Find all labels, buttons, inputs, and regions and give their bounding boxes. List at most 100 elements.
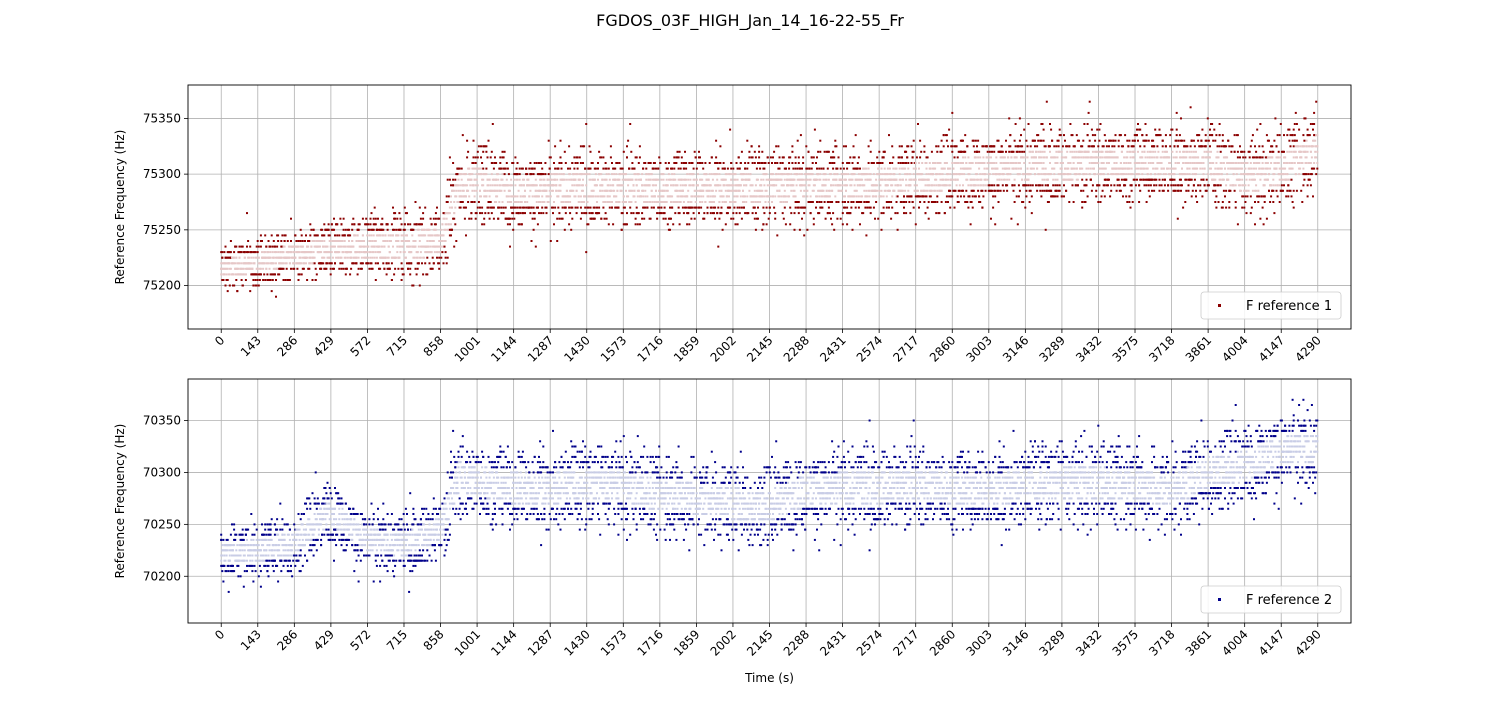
data-point [972, 162, 974, 164]
data-point [846, 184, 848, 186]
data-point [314, 240, 316, 242]
data-point [790, 173, 792, 175]
data-point [774, 212, 776, 214]
data-point [631, 190, 633, 192]
data-point [1025, 190, 1027, 192]
data-point [1060, 134, 1062, 136]
data-point [445, 251, 447, 253]
data-point [818, 168, 820, 170]
data-point [583, 173, 585, 175]
data-point [938, 212, 940, 214]
data-point [824, 201, 826, 203]
data-point [977, 140, 979, 142]
data-point [575, 179, 577, 181]
data-point [521, 201, 523, 203]
data-point [435, 223, 437, 225]
data-point [503, 212, 505, 214]
data-point [388, 234, 390, 236]
data-point [991, 190, 993, 192]
data-point [615, 201, 617, 203]
data-point [1042, 123, 1044, 125]
data-point [433, 218, 435, 220]
data-point [454, 207, 456, 209]
data-point [887, 173, 889, 175]
data-point [525, 168, 527, 170]
data-point [414, 257, 416, 259]
data-point [1058, 145, 1060, 147]
data-point [474, 195, 476, 197]
data-point [570, 229, 572, 231]
data-point [775, 184, 777, 186]
data-point [1008, 117, 1010, 119]
data-point [995, 162, 997, 164]
data-point [698, 195, 700, 197]
data-point [797, 140, 799, 142]
data-point [453, 246, 455, 248]
data-point [962, 190, 964, 192]
data-point [724, 184, 726, 186]
data-point [496, 190, 498, 192]
data-point [1089, 145, 1091, 147]
data-point [998, 201, 1000, 203]
data-point [737, 195, 739, 197]
data-point [972, 207, 974, 209]
data-point [556, 173, 558, 175]
data-point [1038, 173, 1040, 175]
data-point [350, 257, 352, 259]
data-point [302, 246, 304, 248]
data-point [1067, 168, 1069, 170]
data-point [974, 179, 976, 181]
data-point [453, 212, 455, 214]
data-point [920, 151, 922, 153]
data-point [842, 201, 844, 203]
data-point [1058, 140, 1060, 142]
data-point [478, 201, 480, 203]
data-point [978, 151, 980, 153]
data-point [518, 201, 520, 203]
data-point [701, 201, 703, 203]
data-point [993, 145, 995, 147]
data-point [626, 212, 628, 214]
data-point [494, 184, 496, 186]
data-point [956, 145, 958, 147]
data-point [308, 268, 310, 270]
data-point [533, 207, 535, 209]
data-point [722, 201, 724, 203]
data-point [363, 240, 365, 242]
data-point [273, 262, 275, 264]
data-point [320, 251, 322, 253]
data-point [258, 257, 260, 259]
data-point [977, 190, 979, 192]
data-point [911, 145, 913, 147]
data-point [898, 162, 900, 164]
data-point [1031, 168, 1033, 170]
data-point [529, 212, 531, 214]
data-point [797, 168, 799, 170]
data-point [726, 195, 728, 197]
data-point [831, 162, 833, 164]
data-point [710, 212, 712, 214]
data-point [302, 240, 304, 242]
data-point [1088, 168, 1090, 170]
data-point [416, 273, 418, 275]
data-point [1042, 184, 1044, 186]
data-point [1097, 162, 1099, 164]
data-point [341, 223, 343, 225]
data-point [397, 234, 399, 236]
data-point [1042, 190, 1044, 192]
data-point [376, 257, 378, 259]
data-point [420, 251, 422, 253]
data-point [745, 184, 747, 186]
data-point [467, 190, 469, 192]
data-point [739, 168, 741, 170]
data-point [1004, 179, 1006, 181]
data-point [1087, 195, 1089, 197]
data-point [246, 246, 248, 248]
data-point [540, 162, 542, 164]
data-point [654, 201, 656, 203]
data-point [547, 179, 549, 181]
data-point [1034, 140, 1036, 142]
data-point [638, 212, 640, 214]
data-point [280, 240, 282, 242]
data-point [1036, 168, 1038, 170]
